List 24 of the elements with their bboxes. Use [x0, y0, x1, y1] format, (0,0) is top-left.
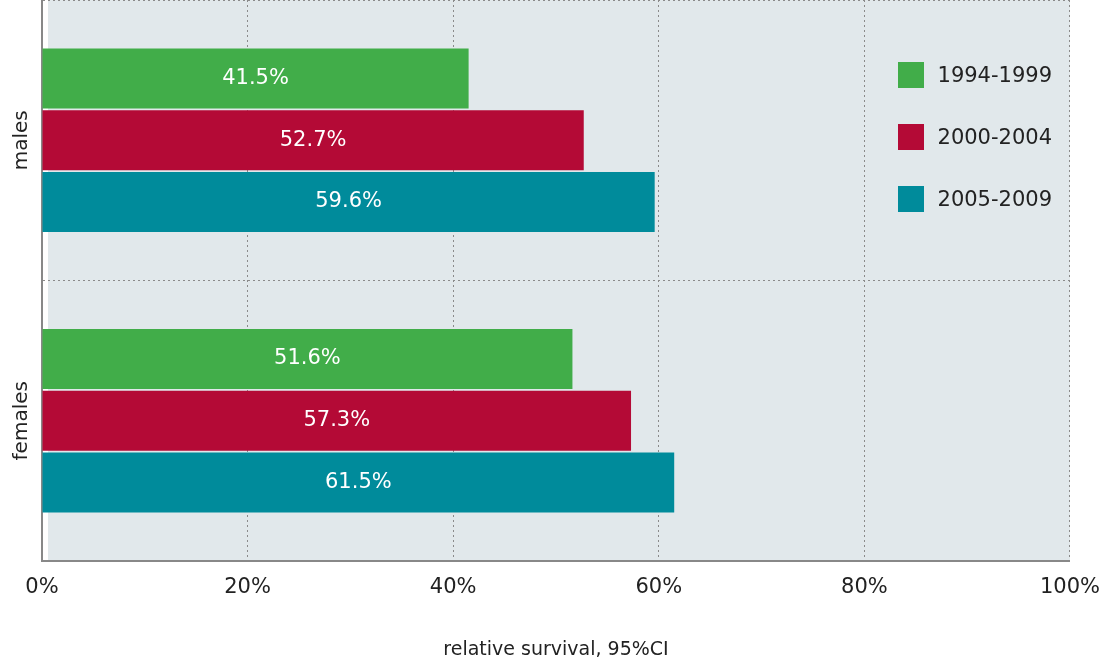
x-tick-label: 100% [1039, 574, 1101, 599]
x-axis-title: relative survival, 95%CI [443, 636, 669, 659]
y-tick-label: males [8, 110, 33, 171]
bar [42, 48, 469, 109]
data-label: 52.7% [279, 126, 347, 151]
data-label: 57.3% [303, 407, 371, 432]
x-tick-label: 40% [429, 574, 477, 599]
legend-label: 2000-2004 [937, 125, 1052, 149]
x-tick-label: 60% [635, 574, 683, 599]
legend-label: 1994-1999 [937, 63, 1052, 87]
data-label: 59.6% [315, 188, 382, 213]
bar [42, 110, 584, 171]
data-label: 61.5% [324, 468, 392, 493]
legend-label: 2005-2009 [937, 187, 1052, 211]
x-tick-label: 80% [841, 574, 888, 599]
data-label: 41.5% [222, 64, 289, 89]
x-tick-label: 0% [25, 574, 59, 599]
data-label: 51.6% [274, 345, 341, 370]
bar [42, 172, 655, 232]
bar [42, 390, 632, 451]
x-tick-label: 20% [224, 574, 271, 599]
y-tick-label: females [8, 381, 33, 461]
bar [42, 452, 675, 513]
bar [42, 329, 573, 389]
